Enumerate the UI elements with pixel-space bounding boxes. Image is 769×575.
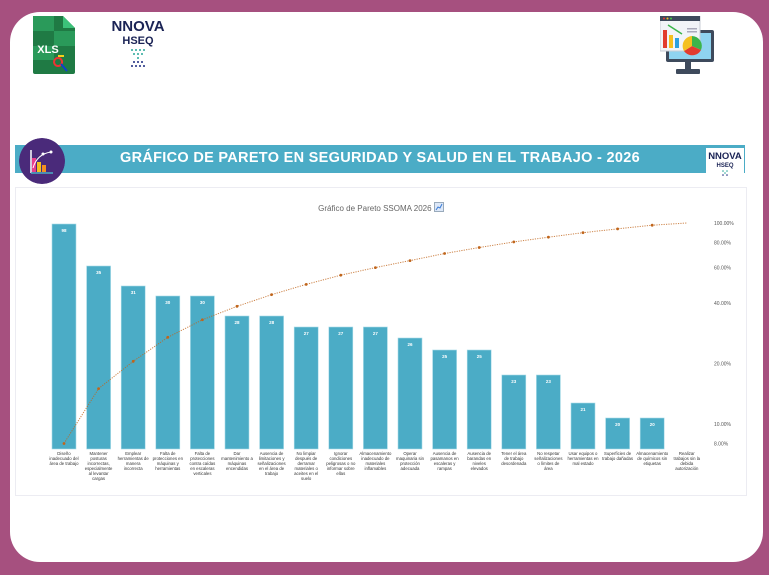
xls-label: XLS bbox=[37, 44, 58, 56]
xls-file-icon: XLS bbox=[33, 16, 75, 74]
small-logo-bottom: HSEQ bbox=[716, 163, 733, 169]
chart-title-text: Gráfico de Pareto SSOMA 2026 bbox=[318, 204, 432, 213]
chart-card: Gráfico de Pareto SSOMA 2026 bbox=[15, 187, 747, 496]
dashboard-monitor-icon bbox=[660, 16, 714, 74]
small-logo-top: NNOVA bbox=[708, 151, 742, 162]
title-banner: GRÁFICO DE PARETO EN SEGURIDAD Y SALUD E… bbox=[15, 145, 745, 173]
chart-title: Gráfico de Pareto SSOMA 2026 bbox=[16, 202, 746, 213]
pareto-chart-icon bbox=[19, 138, 65, 184]
innova-hseq-small-logo: NNOVA HSEQ bbox=[706, 148, 744, 178]
logo-text-bottom: HSEQ bbox=[122, 35, 154, 47]
innova-hseq-logo: NNOVA HSEQ bbox=[111, 18, 165, 67]
chart-increasing-icon bbox=[433, 202, 444, 212]
logo-text-top: NNOVA bbox=[111, 18, 164, 35]
banner-title: GRÁFICO DE PARETO EN SEGURIDAD Y SALUD E… bbox=[120, 150, 640, 166]
